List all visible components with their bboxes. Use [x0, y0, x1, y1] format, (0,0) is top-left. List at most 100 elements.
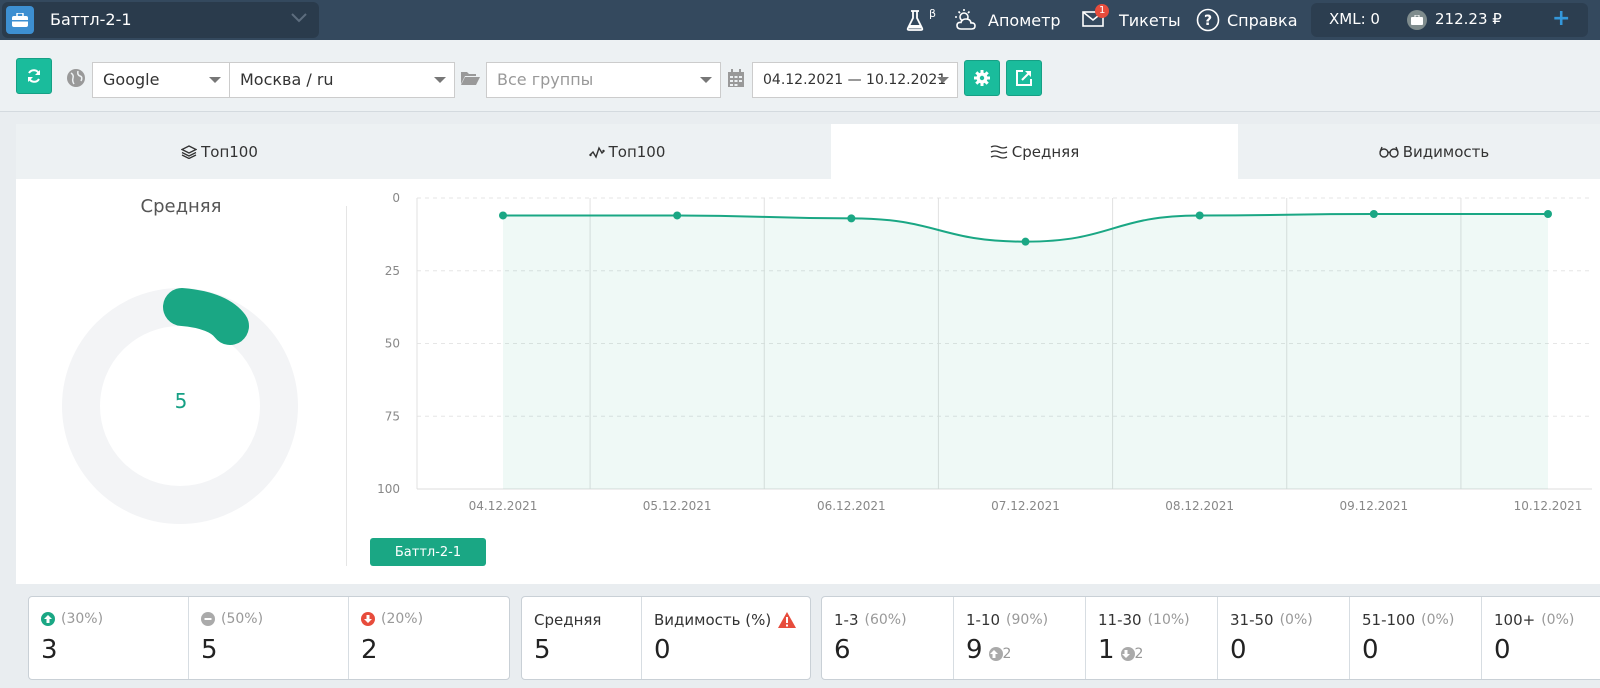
tab-label: Топ100 — [201, 142, 258, 161]
average-gauge — [62, 288, 298, 524]
gauge-arc — [163, 288, 249, 345]
tab-label: Топ100 — [608, 142, 666, 161]
refresh-button[interactable] — [16, 58, 52, 94]
caret-down-icon — [434, 77, 446, 83]
xml-limit: XML: 0 — [1329, 10, 1380, 28]
panel-divider — [346, 206, 347, 566]
range-label-wrap: 100+ (0%) — [1494, 611, 1574, 629]
flask-icon — [906, 10, 924, 31]
question-circle-icon: ? — [1196, 8, 1220, 32]
stat-visibility-value: 0 — [654, 635, 671, 665]
envelope-icon-wrap: 1 — [1082, 4, 1111, 31]
range-pct: (0%) — [1279, 612, 1313, 628]
tickets-link[interactable]: 1 Тикеты — [1082, 4, 1181, 33]
tickets-badge: 1 — [1095, 4, 1110, 18]
range-label: 1-3 — [834, 611, 859, 629]
legend-label: Баттл-2-1 — [394, 544, 462, 560]
range-pct: (60%) — [864, 612, 907, 628]
x-tick-label: 07.12.2021 — [991, 499, 1060, 513]
stat-same-value: 5 — [201, 635, 218, 665]
stat-same-label: (50%) — [201, 611, 263, 627]
range-value: 0 — [1230, 635, 1247, 665]
beta-lab-button[interactable]: β — [906, 7, 942, 33]
range-label-wrap: 11-30 (10%) — [1098, 611, 1190, 629]
legend-series-toggle[interactable]: Баттл-2-1 — [370, 538, 486, 566]
arrow-down-circle-icon — [1120, 647, 1135, 661]
range-stat-cell: 11-30 (10%) 1 2 — [1086, 597, 1218, 679]
group-placeholder: Все группы — [497, 70, 594, 89]
y-tick-label: 75 — [385, 409, 400, 423]
apometr-link[interactable]: Апометр — [955, 7, 1061, 33]
x-tick-label: 09.12.2021 — [1339, 499, 1408, 513]
apometr-label: Апометр — [988, 10, 1061, 30]
tab-average[interactable]: Средняя — [831, 124, 1238, 179]
calendar-icon — [728, 69, 744, 87]
range-value-wrap: 0 — [1494, 635, 1511, 665]
globe-icon — [67, 69, 85, 87]
range-delta-value: 2 — [1134, 646, 1144, 662]
range-label-wrap: 1-10 (90%) — [966, 611, 1048, 629]
date-range-picker[interactable]: 04.12.2021 — 10.12.2021 — [752, 62, 958, 98]
range-delta: 2 — [988, 646, 1011, 662]
tickets-label: Тикеты — [1119, 10, 1181, 30]
glasses-icon — [1379, 146, 1399, 158]
chart-tabs: Топ100 Топ100 Средняя Видимость — [16, 124, 1600, 179]
movement-stats: (30%) 3 (50%) 5 (20%) 2 — [28, 596, 510, 680]
range-value: 6 — [834, 635, 851, 665]
range-pct: (0%) — [1421, 612, 1455, 628]
tab-top100-layers[interactable]: Топ100 — [16, 124, 423, 179]
tab-top100-pulse[interactable]: Топ100 — [423, 124, 831, 179]
x-tick-label: 04.12.2021 — [469, 499, 538, 513]
export-button[interactable] — [1006, 60, 1042, 96]
stat-up-value: 3 — [41, 635, 58, 665]
region-value: Москва / ru — [240, 70, 334, 89]
add-funds-icon[interactable]: + — [1552, 6, 1571, 31]
stat-visibility-label-wrap: Видимость (%) — [654, 611, 797, 629]
region-select[interactable]: Москва / ru — [229, 62, 455, 98]
stat-same: (50%) 5 — [189, 597, 349, 679]
filter-toolbar: Google Москва / ru Все группы 04.12.2021… — [0, 40, 1600, 112]
range-stat-cell: 1-10 (90%) 9 2 — [954, 597, 1086, 679]
main-panel: Топ100 Топ100 Средняя Видимость Средняя … — [16, 124, 1600, 584]
range-label-wrap: 1-3 (60%) — [834, 611, 907, 629]
warning-icon[interactable] — [778, 612, 797, 628]
range-value: 0 — [1362, 635, 1379, 665]
gauge-value: 5 — [174, 389, 188, 413]
stat-up-pct: (30%) — [61, 611, 104, 627]
stat-same-pct: (50%) — [221, 611, 264, 627]
wavy-lines-icon — [990, 144, 1008, 159]
average-visibility-stats: Средняя 5 Видимость (%) 0 — [521, 596, 811, 680]
y-tick-label: 0 — [392, 191, 400, 205]
arrow-down-circle-icon — [361, 612, 375, 626]
range-value-wrap: 6 — [834, 635, 851, 665]
stat-average: Средняя 5 — [522, 597, 642, 679]
range-label: 51-100 — [1362, 611, 1416, 629]
beta-label: β — [929, 6, 937, 20]
range-stat-cell: 100+ (0%) 0 — [1482, 597, 1600, 679]
search-engine-select[interactable]: Google — [92, 62, 230, 98]
range-label: 100+ — [1494, 611, 1536, 629]
stat-down-pct: (20%) — [381, 611, 424, 627]
stat-visibility: Видимость (%) 0 — [642, 597, 810, 679]
date-range-value: 04.12.2021 — 10.12.2021 — [763, 72, 947, 88]
caret-down-icon — [209, 77, 221, 83]
help-link[interactable]: ? Справка — [1196, 7, 1298, 33]
range-label: 11-30 — [1098, 611, 1142, 629]
layers-icon — [181, 144, 198, 159]
x-tick-label: 08.12.2021 — [1165, 499, 1234, 513]
settings-button[interactable] — [964, 60, 1000, 96]
range-label: 1-10 — [966, 611, 1001, 629]
chevron-down-icon — [291, 13, 307, 23]
balance-amount: 212.23 ₽ — [1435, 10, 1502, 28]
range-label-wrap: 51-100 (0%) — [1362, 611, 1454, 629]
y-tick-label: 50 — [385, 337, 400, 351]
range-label-wrap: 31-50 (0%) — [1230, 611, 1313, 629]
project-selector[interactable]: Баттл-2-1 — [2, 2, 319, 38]
help-label: Справка — [1227, 10, 1298, 30]
range-pct: (0%) — [1541, 612, 1575, 628]
data-point — [847, 214, 856, 223]
tab-visibility[interactable]: Видимость — [1238, 124, 1600, 179]
group-select[interactable]: Все группы — [486, 62, 721, 98]
range-value: 1 — [1098, 635, 1115, 665]
stat-up: (30%) 3 — [29, 597, 189, 679]
